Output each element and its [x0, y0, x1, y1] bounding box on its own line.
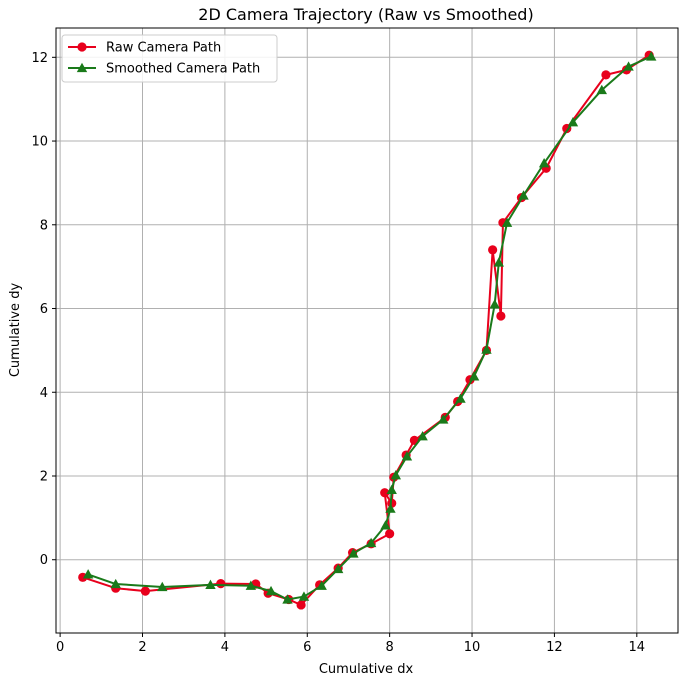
data-point — [538, 158, 550, 168]
y-tick-label: 0 — [40, 553, 48, 568]
data-point — [380, 488, 390, 498]
data-point — [401, 451, 413, 461]
data-point — [488, 245, 498, 255]
grid-lines — [56, 28, 678, 633]
x-tick-label: 12 — [546, 640, 563, 655]
data-point — [298, 591, 310, 601]
data-point — [501, 217, 513, 227]
data-point — [245, 580, 257, 590]
data-point — [493, 257, 505, 267]
legend-marker — [77, 42, 87, 52]
series-smoothed — [82, 51, 657, 604]
data-point — [332, 563, 344, 574]
data-point — [140, 586, 150, 596]
legend-label: Smoothed Camera Path — [106, 62, 260, 77]
x-tick-label: 4 — [221, 640, 229, 655]
legend-box — [61, 34, 278, 83]
data-point — [265, 585, 277, 596]
data-point — [623, 61, 634, 71]
data-point — [316, 580, 327, 590]
data-point — [596, 84, 607, 95]
y-tick-label: 2 — [40, 469, 48, 484]
y-axis-label: Cumulative dy — [8, 283, 23, 378]
data-point — [380, 520, 391, 530]
data-point — [468, 371, 480, 381]
y-tick-label: 12 — [31, 51, 48, 66]
data-point — [455, 393, 466, 403]
data-point — [438, 414, 449, 424]
data-point — [567, 117, 579, 127]
data-point — [385, 529, 395, 539]
x-tick-label: 0 — [56, 640, 64, 655]
x-tick-label: 8 — [386, 640, 394, 655]
plot-area-frame — [55, 27, 679, 634]
legend: Raw Camera Path Smoothed Camera Path — [61, 34, 278, 83]
data-point — [417, 431, 428, 441]
data-point — [110, 578, 121, 589]
data-point — [646, 51, 657, 61]
y-tick-label: 10 — [31, 135, 48, 150]
y-tick-label: 6 — [40, 302, 48, 317]
data-point — [386, 484, 397, 494]
data-point — [82, 569, 94, 579]
data-point — [601, 70, 611, 80]
x-tick-label: 6 — [303, 640, 311, 655]
data-point — [216, 578, 226, 589]
y-tick-label: 8 — [40, 218, 48, 233]
x-tick-label: 14 — [629, 640, 646, 655]
data-point — [296, 600, 306, 610]
x-tick-label: 10 — [464, 640, 481, 655]
data-point — [157, 581, 168, 592]
data-point — [481, 344, 492, 354]
data-point — [390, 469, 402, 480]
data-point — [496, 311, 506, 321]
data-point — [385, 503, 396, 513]
x-axis-label: Cumulative dx — [319, 662, 414, 677]
y-tick-label: 4 — [40, 386, 48, 401]
series-layer — [78, 50, 657, 610]
x-tick-label: 2 — [138, 640, 146, 655]
data-point — [518, 190, 529, 200]
data-point — [205, 579, 216, 590]
axis-ticks: 0 2 4 6 8 10 12 14 0 2 4 6 8 10 12 — [31, 51, 645, 655]
legend-label: Raw Camera Path — [106, 41, 221, 56]
data-point — [348, 548, 359, 558]
data-point — [365, 537, 377, 548]
data-point — [282, 594, 293, 604]
legend-marker — [76, 62, 88, 73]
chart-title: 2D Camera Trajectory (Raw vs Smoothed) — [198, 5, 533, 24]
data-point — [489, 299, 500, 309]
